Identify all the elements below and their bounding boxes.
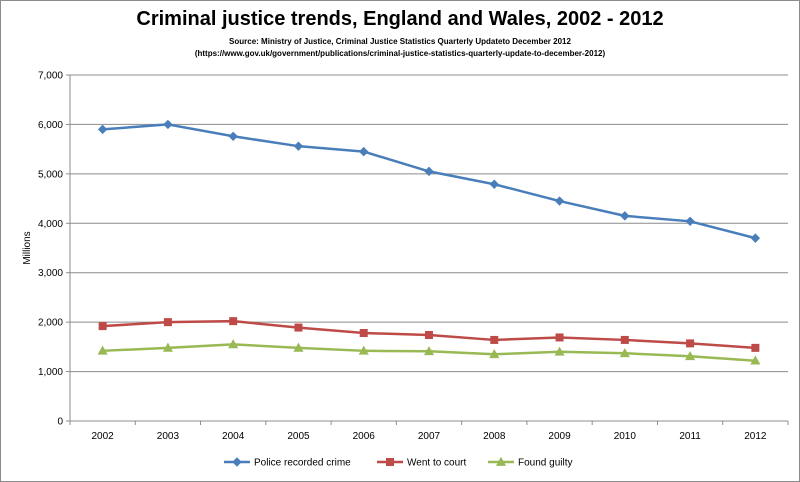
data-point xyxy=(489,179,499,189)
y-tick-label: 2,000 xyxy=(38,318,63,329)
data-point xyxy=(358,345,369,355)
data-point xyxy=(294,323,303,332)
series-found-guilty xyxy=(97,339,761,365)
x-tick-label: 2005 xyxy=(287,431,310,442)
data-point xyxy=(620,335,629,344)
x-tick-label: 2007 xyxy=(418,431,441,442)
legend-item: Found guilty xyxy=(488,456,572,469)
x-tick-label: 2003 xyxy=(157,431,180,442)
y-tick-label: 3,000 xyxy=(38,268,63,279)
legend-item: Police recorded crime xyxy=(224,457,351,469)
data-point xyxy=(423,346,435,356)
legend-label: Went to court xyxy=(407,458,467,469)
y-tick-label: 5,000 xyxy=(38,169,63,180)
x-tick-label: 2011 xyxy=(679,431,701,442)
x-tick-label: 2012 xyxy=(744,431,767,442)
data-point xyxy=(686,339,695,348)
data-point xyxy=(163,318,172,327)
chart-source-line-1: Source: Ministry of Justice, Criminal Ju… xyxy=(229,37,571,46)
data-point xyxy=(163,119,173,130)
data-point xyxy=(750,355,761,365)
legend-marker xyxy=(386,458,394,466)
data-point xyxy=(162,342,173,352)
data-point xyxy=(685,216,695,227)
data-point xyxy=(685,351,696,361)
legend-marker xyxy=(232,457,242,467)
x-tick-label: 2004 xyxy=(222,431,245,442)
gridlines xyxy=(70,74,788,373)
data-point xyxy=(98,322,107,331)
legend-label: Found guilty xyxy=(518,458,572,469)
data-point xyxy=(555,333,564,342)
x-tick-labels: 2002 2003 2004 2005 2006 2007 2008 2009 2010 2011… xyxy=(92,431,767,442)
y-tick-label: 6,000 xyxy=(38,120,63,131)
data-point xyxy=(554,196,565,206)
data-point xyxy=(750,233,761,243)
data-point xyxy=(97,345,108,355)
series-group xyxy=(97,119,761,365)
data-point xyxy=(554,346,565,356)
y-tick-label: 4,000 xyxy=(38,219,63,230)
legend-item: Went to court xyxy=(377,458,467,469)
data-point xyxy=(97,124,108,135)
data-point xyxy=(425,330,433,339)
data-point xyxy=(424,166,434,177)
data-point xyxy=(620,211,630,221)
y-axis-label: Millions xyxy=(22,231,33,264)
x-tick-label: 2008 xyxy=(483,431,506,442)
data-point xyxy=(619,348,630,358)
legend-marker xyxy=(495,456,507,466)
y-tick-label: 7,000 xyxy=(38,71,63,82)
y-tick-labels: 0 1,000 2,000 3,000 4,000 5,000 6,000 7,000 xyxy=(38,71,63,428)
data-point xyxy=(293,342,304,352)
x-tick-label: 2010 xyxy=(614,431,637,442)
data-point xyxy=(228,131,238,141)
data-point xyxy=(228,339,239,349)
y-tick-label: 0 xyxy=(57,417,63,428)
series-line xyxy=(102,123,756,240)
data-point xyxy=(359,146,369,157)
data-point xyxy=(229,317,238,326)
x-tick-label: 2002 xyxy=(92,431,115,442)
data-point xyxy=(490,335,499,344)
axes xyxy=(66,74,789,425)
series-went-to-court xyxy=(98,317,760,352)
chart-source-line-2: (https://www.gov.uk/government/publicati… xyxy=(194,49,606,58)
data-point xyxy=(751,343,760,352)
data-point xyxy=(359,329,368,338)
legend-label: Police recorded crime xyxy=(254,458,351,469)
x-tick-label: 2006 xyxy=(353,431,376,442)
chart-title: Criminal justice trends, England and Wal… xyxy=(136,8,664,30)
legend: Police recorded crime Went to court Found … xyxy=(224,456,572,469)
x-tick-label: 2009 xyxy=(548,431,571,442)
data-point xyxy=(293,141,304,151)
y-tick-label: 1,000 xyxy=(38,367,63,378)
series-police-recorded-crime xyxy=(97,119,761,243)
data-point xyxy=(489,349,500,359)
